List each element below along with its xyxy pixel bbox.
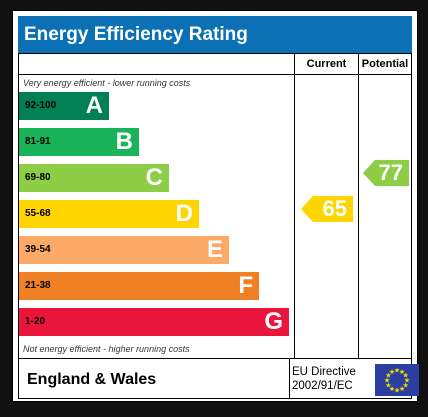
directive-line1: EU Directive xyxy=(292,366,356,378)
region-label: England & Wales xyxy=(27,371,157,388)
current-rating-value: 65 xyxy=(322,196,347,221)
band-range: 39-54 xyxy=(25,244,51,255)
eu-flag-icon: ★ ★ ★ ★ ★ ★ ★ ★ ★ ★ ★ ★ xyxy=(375,364,419,396)
band-f: 21-38 F xyxy=(19,272,259,300)
eu-star: ★ xyxy=(394,367,400,375)
band-letter: B xyxy=(115,128,133,155)
header-rule xyxy=(19,74,411,75)
potential-rating-value: 77 xyxy=(378,160,403,185)
band-range: 55-68 xyxy=(25,208,51,219)
footer: England & Wales EU Directive 2002/91/EC … xyxy=(19,359,419,398)
eu-star: ★ xyxy=(384,377,390,385)
band-range: 69-80 xyxy=(25,172,51,183)
potential-rating-arrow: 77 xyxy=(363,160,409,186)
band-letter: G xyxy=(264,308,283,335)
band-a: 92-100 A xyxy=(19,92,109,120)
band-letter: C xyxy=(145,164,163,191)
chart-title: Energy Efficiency Rating xyxy=(18,16,412,53)
footer-divider xyxy=(289,358,290,398)
band-range: 92-100 xyxy=(25,100,57,111)
current-column-divider xyxy=(294,54,295,358)
band-range: 81-91 xyxy=(25,136,51,147)
eu-star: ★ xyxy=(399,368,405,376)
energy-rating-chart: Energy Efficiency Rating Current Potenti… xyxy=(12,10,419,402)
eu-star: ★ xyxy=(404,377,410,385)
eu-stars: ★★★★★★★★★★★★ xyxy=(384,367,410,395)
eu-star: ★ xyxy=(385,372,391,380)
band-d: 55-68 D xyxy=(19,200,199,228)
top-caption: Very energy efficient - lower running co… xyxy=(23,78,191,88)
band-letter: E xyxy=(206,236,223,263)
directive-line2: 2002/91/EC xyxy=(292,380,353,392)
band-g: 1-20 G xyxy=(19,308,289,336)
band-letter: A xyxy=(85,92,103,119)
rating-grid: Current Potential Very energy efficient … xyxy=(18,53,419,399)
eu-star: ★ xyxy=(403,382,409,390)
eu-star: ★ xyxy=(403,372,409,380)
footer-rule xyxy=(19,358,411,359)
current-column-header: Current xyxy=(306,58,347,70)
band-b: 81-91 B xyxy=(19,128,139,156)
band-range: 1-20 xyxy=(25,316,46,327)
potential-column-divider xyxy=(358,54,359,358)
band-e: 39-54 E xyxy=(19,236,229,264)
eu-star: ★ xyxy=(389,368,395,376)
eu-directive: EU Directive 2002/91/EC xyxy=(292,365,372,393)
band-range: 21-38 xyxy=(25,280,51,291)
eu-star: ★ xyxy=(389,385,395,393)
eu-star: ★ xyxy=(394,387,400,395)
eu-star: ★ xyxy=(399,385,405,393)
band-c: 69-80 C xyxy=(19,164,169,192)
current-rating-arrow: 65 xyxy=(301,196,353,222)
potential-column-header: Potential xyxy=(361,58,409,70)
band-letter: D xyxy=(175,200,193,227)
band-letter: F xyxy=(238,272,253,299)
bottom-caption: Not energy efficient - higher running co… xyxy=(23,344,190,354)
eu-star: ★ xyxy=(385,382,391,390)
